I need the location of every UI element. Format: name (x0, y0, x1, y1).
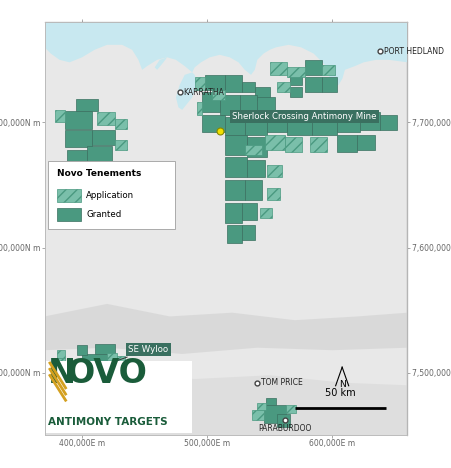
Bar (69, 189, 87, 201)
Bar (92, 130, 115, 145)
Bar (64, 130, 92, 147)
Bar (277, 414, 289, 426)
Bar (252, 410, 263, 420)
Bar (204, 75, 224, 90)
Bar (76, 99, 98, 111)
Bar (219, 95, 239, 115)
Bar (244, 145, 262, 155)
Bar (257, 97, 274, 115)
Text: N: N (48, 357, 76, 390)
Bar (242, 225, 254, 240)
Text: OVO: OVO (66, 357, 147, 390)
Bar (64, 168, 89, 185)
Bar (269, 62, 287, 75)
Bar (197, 102, 202, 115)
Bar (202, 92, 219, 112)
Bar (287, 115, 312, 135)
Bar (227, 225, 242, 242)
Bar (117, 357, 124, 364)
Bar (224, 157, 247, 177)
Bar (82, 354, 107, 366)
Text: 50 km: 50 km (324, 388, 355, 398)
Bar (257, 403, 266, 410)
Bar (77, 345, 87, 355)
Bar (55, 358, 64, 368)
Text: SE Wyloo: SE Wyloo (104, 345, 168, 366)
Bar (212, 90, 224, 100)
Bar (244, 180, 262, 200)
Bar (224, 117, 244, 135)
Text: Novo Tenements: Novo Tenements (57, 169, 141, 178)
Bar (357, 135, 374, 150)
Bar (379, 115, 396, 130)
Bar (289, 88, 302, 97)
Bar (322, 65, 334, 75)
Bar (304, 77, 322, 92)
Bar (289, 75, 302, 85)
Bar (263, 405, 285, 423)
Bar (285, 405, 295, 413)
Bar (97, 112, 115, 125)
Bar (107, 162, 120, 173)
Bar (242, 82, 254, 92)
Bar (57, 189, 81, 202)
Bar (312, 112, 336, 135)
Polygon shape (44, 373, 407, 435)
Text: PORT HEDLAND: PORT HEDLAND (383, 47, 443, 56)
Text: Application: Application (86, 191, 134, 200)
FancyBboxPatch shape (46, 361, 191, 433)
Bar (89, 192, 102, 203)
Bar (259, 207, 272, 218)
Text: KARRATHA: KARRATHA (183, 88, 224, 97)
Bar (322, 77, 336, 92)
Bar (224, 75, 242, 92)
Bar (67, 150, 87, 162)
Polygon shape (154, 57, 167, 70)
Bar (267, 165, 282, 177)
Text: PARABURDOO: PARABURDOO (258, 424, 311, 433)
Bar (277, 82, 289, 92)
Bar (224, 135, 247, 155)
Text: Granted: Granted (86, 210, 121, 219)
Bar (247, 160, 264, 177)
Bar (304, 60, 322, 75)
Polygon shape (175, 73, 197, 110)
Bar (64, 111, 92, 129)
Polygon shape (44, 22, 407, 88)
Bar (107, 353, 117, 360)
Bar (242, 203, 257, 220)
Text: Sherlock Crossing Antimony Mine: Sherlock Crossing Antimony Mine (232, 112, 376, 121)
Bar (89, 170, 107, 185)
Polygon shape (44, 304, 407, 354)
Bar (57, 350, 64, 358)
Bar (336, 135, 357, 153)
Text: N: N (338, 380, 345, 389)
Bar (264, 135, 284, 150)
Bar (287, 67, 304, 77)
Bar (87, 146, 112, 166)
FancyBboxPatch shape (48, 161, 175, 229)
Text: TOM PRICE: TOM PRICE (261, 378, 302, 387)
Bar (57, 208, 81, 221)
Bar (115, 140, 127, 150)
Bar (336, 112, 359, 132)
Bar (224, 203, 242, 223)
Bar (55, 110, 64, 123)
Text: ANTIMONY TARGETS: ANTIMONY TARGETS (48, 417, 167, 427)
Bar (224, 180, 244, 200)
Bar (244, 117, 267, 135)
Bar (309, 138, 327, 153)
Bar (94, 344, 115, 354)
Bar (267, 188, 279, 200)
Bar (115, 119, 127, 129)
Bar (239, 95, 257, 117)
Bar (359, 112, 379, 130)
Bar (202, 115, 224, 132)
Bar (267, 117, 287, 132)
Bar (266, 398, 276, 405)
Bar (284, 138, 302, 153)
Bar (247, 138, 267, 157)
Bar (194, 77, 204, 90)
Bar (254, 88, 269, 100)
